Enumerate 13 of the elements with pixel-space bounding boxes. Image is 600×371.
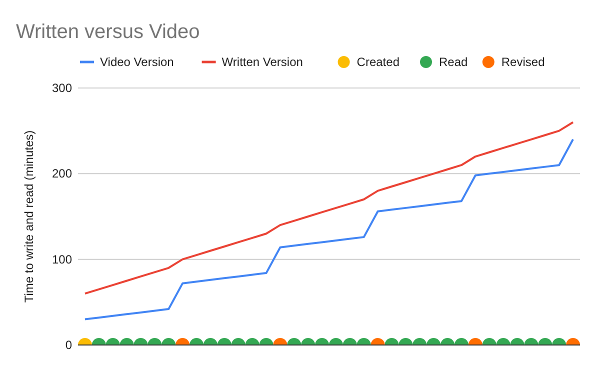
y-tick-label: 100 [52,252,72,266]
line-series [84,121,574,295]
chart-title: Written versus Video [16,21,200,43]
legend-label: Created [356,55,400,69]
legend-label: Written Version [222,55,303,69]
y-tick-label: 0 [65,338,72,352]
legend-label: Video Version [100,55,174,69]
y-tick-label: 200 [52,166,72,181]
line-series [84,138,574,320]
legend-label: Revised [501,55,545,69]
legend-label: Read [439,55,468,69]
y-axis-title: Time to write and read (minutes) [22,130,36,303]
y-tick-label: 300 [52,81,72,95]
